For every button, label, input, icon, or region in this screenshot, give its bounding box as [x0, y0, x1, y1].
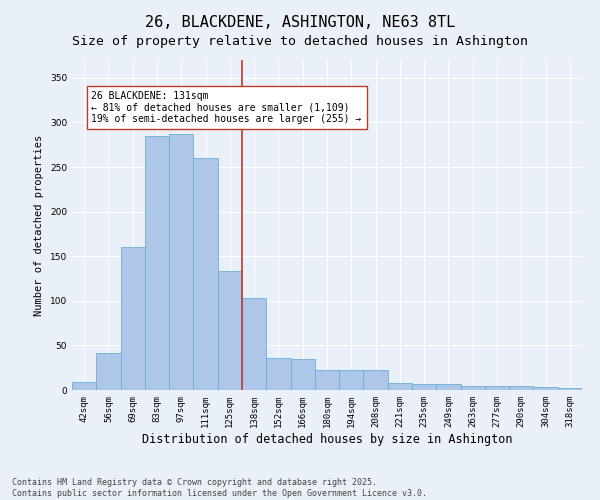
Text: Contains HM Land Registry data © Crown copyright and database right 2025.
Contai: Contains HM Land Registry data © Crown c…: [12, 478, 427, 498]
Bar: [558, 388, 582, 390]
Bar: [145, 136, 169, 390]
Text: Size of property relative to detached houses in Ashington: Size of property relative to detached ho…: [72, 35, 528, 48]
Bar: [72, 382, 96, 390]
Bar: [339, 370, 364, 390]
Bar: [169, 134, 193, 390]
Y-axis label: Number of detached properties: Number of detached properties: [34, 134, 44, 316]
Bar: [364, 370, 388, 390]
Text: 26 BLACKDENE: 131sqm
← 81% of detached houses are smaller (1,109)
19% of semi-de: 26 BLACKDENE: 131sqm ← 81% of detached h…: [91, 91, 362, 124]
Bar: [242, 298, 266, 390]
X-axis label: Distribution of detached houses by size in Ashington: Distribution of detached houses by size …: [142, 432, 512, 446]
Bar: [218, 272, 242, 390]
Bar: [121, 248, 145, 390]
Bar: [388, 383, 412, 390]
Bar: [290, 359, 315, 390]
Bar: [436, 384, 461, 390]
Bar: [509, 386, 533, 390]
Bar: [533, 388, 558, 390]
Bar: [193, 158, 218, 390]
Text: 26, BLACKDENE, ASHINGTON, NE63 8TL: 26, BLACKDENE, ASHINGTON, NE63 8TL: [145, 15, 455, 30]
Bar: [315, 370, 339, 390]
Bar: [96, 352, 121, 390]
Bar: [266, 358, 290, 390]
Bar: [412, 384, 436, 390]
Bar: [461, 386, 485, 390]
Bar: [485, 386, 509, 390]
